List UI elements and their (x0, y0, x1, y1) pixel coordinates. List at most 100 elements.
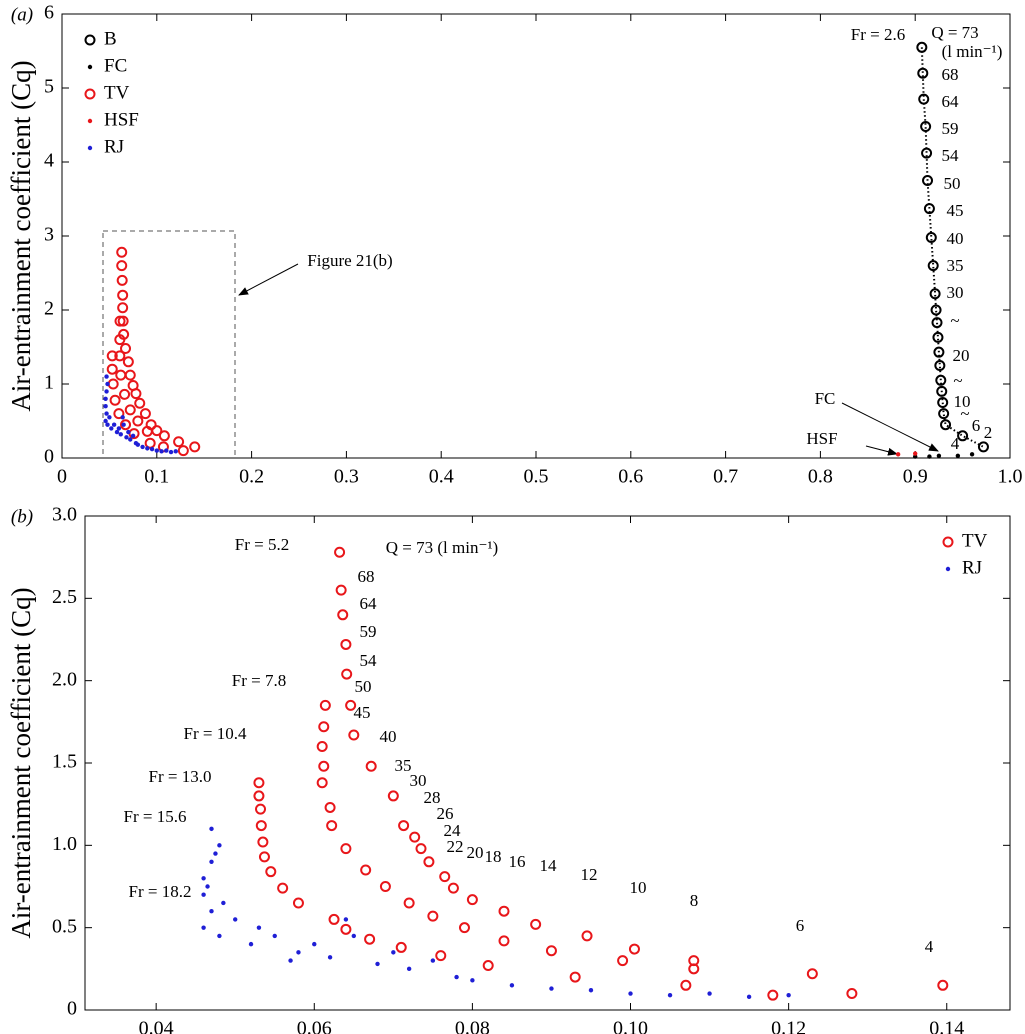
point (221, 900, 226, 906)
point (454, 974, 459, 980)
point (134, 397, 146, 409)
point (312, 941, 317, 947)
annotation: ~ (960, 404, 969, 423)
point (113, 408, 125, 420)
point (106, 350, 118, 362)
point (846, 988, 858, 1000)
point (458, 922, 470, 934)
annotation: 2 (984, 423, 993, 442)
point (114, 429, 120, 435)
annotation: 30 (947, 283, 964, 302)
point (324, 801, 336, 813)
point (139, 408, 151, 420)
x-tick-label: 0.4 (429, 466, 454, 488)
point (318, 721, 330, 733)
point (109, 394, 121, 406)
point (116, 426, 122, 431)
point (423, 856, 435, 868)
point (921, 147, 933, 159)
point (340, 843, 352, 855)
annotation: 68 (942, 65, 959, 84)
point (498, 905, 510, 917)
point (114, 315, 126, 327)
annotation: 18 (485, 847, 502, 866)
point (588, 988, 594, 993)
point (201, 925, 206, 930)
point (177, 445, 189, 457)
arrow (865, 445, 898, 456)
point (395, 941, 407, 953)
legend-marker (87, 145, 93, 151)
point (340, 638, 352, 650)
annotation: Fr = 13.0 (149, 767, 212, 786)
legend-marker (87, 64, 93, 70)
point (341, 668, 353, 680)
point (348, 729, 360, 741)
point (936, 385, 948, 397)
y-tick-label: 6 (44, 2, 54, 24)
x-tick-label: 0.10 (613, 1018, 648, 1034)
point (917, 67, 929, 79)
point (168, 449, 174, 455)
point (253, 790, 265, 802)
annotation: 8 (690, 891, 699, 910)
annotation: 30 (410, 771, 427, 790)
x-tick-label: 1.0 (998, 466, 1023, 488)
point (159, 449, 164, 454)
arrow (238, 263, 299, 296)
point (409, 831, 421, 843)
annotation: 35 (395, 756, 412, 775)
point (933, 346, 945, 358)
point (937, 979, 949, 991)
y-axis-label: Air-entrainment coefficient (Cq) (6, 587, 36, 938)
x-tick-label: 0.14 (929, 1018, 964, 1034)
annotation: 54 (942, 146, 960, 165)
y-tick-label: 1 (44, 372, 54, 394)
point (154, 448, 159, 453)
point (345, 699, 357, 711)
point (398, 820, 410, 832)
point (124, 404, 136, 416)
point (107, 415, 112, 420)
arrow (841, 402, 939, 452)
point (173, 449, 178, 454)
y-tick-label: 4 (44, 150, 54, 172)
annotation: 4 (951, 434, 960, 453)
point (340, 923, 352, 935)
point (932, 331, 944, 343)
point (806, 968, 818, 980)
point (360, 864, 372, 876)
point (936, 453, 942, 458)
point (115, 369, 127, 381)
point (391, 950, 396, 955)
series-line (920, 47, 984, 448)
point (213, 851, 218, 856)
point (707, 991, 712, 996)
y-tick-label: 1.0 (52, 833, 77, 855)
point (116, 260, 128, 272)
annotation: 50 (355, 677, 372, 696)
point (145, 446, 150, 451)
point (545, 945, 557, 957)
point (617, 955, 629, 967)
point (375, 961, 380, 967)
x-tick-label: 0.1 (144, 466, 169, 488)
panel-label: (b) (11, 506, 33, 527)
annotation: FC (815, 389, 836, 408)
annotation: Fr = 7.8 (232, 671, 286, 690)
point (439, 871, 451, 883)
point (334, 546, 346, 558)
point (343, 917, 349, 922)
point (427, 910, 439, 922)
point (935, 374, 947, 386)
point (189, 441, 201, 453)
point (201, 876, 206, 881)
legend-marker (87, 118, 93, 124)
annotation: 20 (953, 346, 970, 365)
point (680, 979, 692, 991)
point (316, 741, 328, 753)
point (549, 986, 554, 991)
point (509, 983, 515, 988)
point (746, 994, 752, 1000)
point (133, 441, 139, 446)
